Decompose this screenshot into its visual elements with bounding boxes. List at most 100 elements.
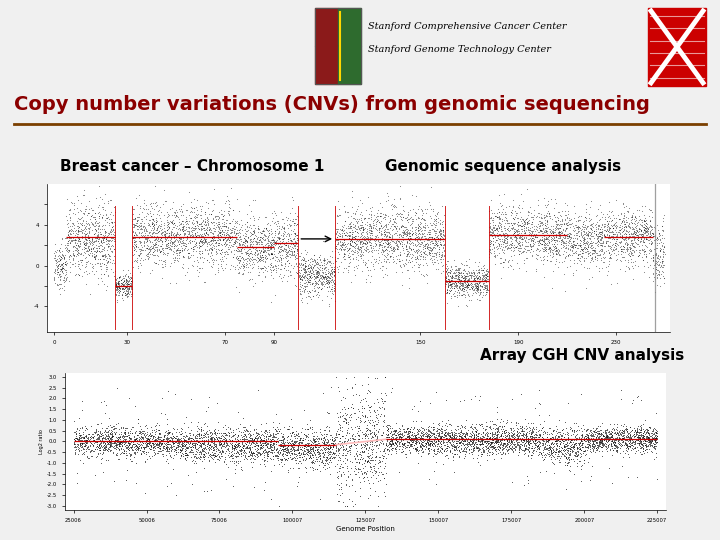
Point bbox=[328, 449, 339, 457]
Point bbox=[401, 224, 413, 233]
Point bbox=[631, 216, 642, 225]
Point bbox=[369, 421, 380, 429]
Point bbox=[615, 439, 626, 448]
Point bbox=[606, 433, 618, 442]
Point bbox=[391, 226, 402, 235]
Point bbox=[258, 246, 269, 255]
Point bbox=[550, 223, 562, 232]
Point bbox=[536, 210, 547, 218]
Point bbox=[163, 223, 175, 232]
Point bbox=[415, 429, 426, 437]
Point bbox=[330, 243, 342, 252]
Point bbox=[309, 269, 320, 278]
Point bbox=[528, 444, 540, 453]
Point bbox=[254, 450, 266, 459]
Point bbox=[259, 213, 271, 221]
Point bbox=[309, 256, 320, 265]
Point bbox=[640, 424, 652, 433]
Point bbox=[412, 436, 423, 445]
Point bbox=[618, 223, 630, 232]
Point bbox=[479, 276, 490, 285]
Point bbox=[469, 392, 481, 400]
Point bbox=[538, 426, 549, 435]
Point bbox=[244, 420, 256, 429]
Point bbox=[174, 441, 185, 450]
Point bbox=[182, 443, 194, 451]
Point bbox=[644, 230, 656, 239]
Point bbox=[515, 424, 526, 433]
Point bbox=[600, 434, 612, 442]
Point bbox=[343, 472, 354, 481]
Point bbox=[311, 434, 323, 443]
Point bbox=[633, 434, 644, 442]
Point bbox=[96, 430, 107, 438]
Point bbox=[510, 219, 521, 227]
Point bbox=[140, 449, 152, 458]
Point bbox=[80, 247, 91, 255]
Point bbox=[291, 212, 302, 220]
Point bbox=[355, 416, 366, 425]
Point bbox=[445, 286, 456, 295]
Point bbox=[153, 237, 164, 246]
Point bbox=[536, 219, 548, 227]
Point bbox=[115, 437, 127, 446]
Point bbox=[406, 230, 418, 238]
Point bbox=[380, 227, 392, 236]
Point bbox=[176, 441, 188, 450]
Point bbox=[566, 233, 577, 242]
Point bbox=[288, 247, 300, 255]
Point bbox=[534, 430, 546, 438]
Point bbox=[122, 442, 134, 450]
Point bbox=[458, 431, 469, 440]
Point bbox=[621, 427, 632, 435]
Point bbox=[182, 229, 194, 238]
Point bbox=[85, 247, 96, 256]
Point bbox=[382, 423, 394, 432]
Point bbox=[162, 426, 174, 434]
Point bbox=[207, 454, 219, 463]
Point bbox=[354, 415, 366, 424]
Point bbox=[481, 268, 492, 277]
Point bbox=[421, 278, 433, 287]
Point bbox=[242, 248, 253, 257]
Point bbox=[145, 441, 157, 450]
Point bbox=[288, 454, 300, 463]
Point bbox=[616, 432, 627, 441]
Point bbox=[467, 438, 478, 447]
Point bbox=[203, 443, 215, 451]
Point bbox=[323, 267, 334, 276]
Point bbox=[545, 443, 557, 451]
Point bbox=[431, 427, 443, 435]
Point bbox=[617, 432, 629, 441]
Point bbox=[157, 442, 168, 451]
Point bbox=[194, 442, 206, 450]
Point bbox=[473, 444, 485, 453]
Point bbox=[141, 235, 153, 244]
Point bbox=[381, 256, 392, 265]
Point bbox=[378, 241, 390, 250]
Point bbox=[598, 220, 609, 228]
Point bbox=[384, 246, 395, 255]
Point bbox=[374, 212, 386, 220]
Point bbox=[630, 437, 642, 446]
Point bbox=[460, 415, 472, 424]
Point bbox=[507, 202, 518, 211]
Point bbox=[95, 237, 107, 245]
Point bbox=[78, 449, 90, 458]
Point bbox=[74, 440, 86, 448]
Point bbox=[646, 228, 657, 237]
Point bbox=[398, 424, 410, 433]
Point bbox=[94, 439, 106, 448]
Point bbox=[577, 427, 588, 436]
Point bbox=[251, 449, 262, 458]
Point bbox=[216, 436, 228, 445]
Point bbox=[391, 240, 402, 249]
Point bbox=[552, 207, 563, 216]
Point bbox=[459, 273, 471, 282]
Point bbox=[336, 228, 347, 237]
Point bbox=[485, 428, 496, 437]
Point bbox=[336, 432, 348, 441]
Point bbox=[471, 284, 482, 292]
Point bbox=[104, 235, 115, 244]
Point bbox=[462, 440, 474, 449]
